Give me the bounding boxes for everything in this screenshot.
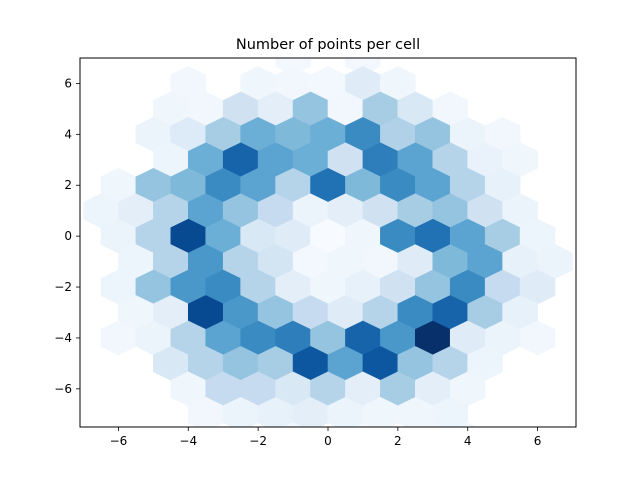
x-tick-label: 6: [534, 434, 542, 448]
chart-title: Number of points per cell: [236, 37, 420, 53]
hex-cell: [423, 422, 443, 427]
y-tick-label: −6: [54, 382, 72, 396]
y-axis: −6 −4 −2 0 2 4 6: [54, 76, 80, 396]
x-tick-label: 2: [394, 434, 402, 448]
hex-cell: [432, 396, 469, 427]
hex-cells: [83, 58, 573, 427]
y-tick-label: −4: [54, 331, 72, 345]
x-tick-label: 0: [324, 434, 332, 448]
x-axis: −6 −4 −2 0 2 4 6: [110, 427, 542, 448]
x-tick-label: −6: [110, 434, 128, 448]
hex-cell: [353, 422, 373, 427]
y-tick-label: 6: [64, 76, 72, 90]
hex-cell: [519, 320, 556, 356]
y-tick-label: 4: [64, 127, 72, 141]
y-tick-label: −2: [54, 280, 72, 294]
y-tick-label: 2: [64, 178, 72, 192]
hex-cell: [458, 422, 478, 427]
hex-cell: [283, 422, 303, 427]
x-tick-label: −4: [179, 434, 197, 448]
x-tick-label: 4: [464, 434, 472, 448]
x-tick-label: −2: [249, 434, 267, 448]
y-tick-label: 0: [64, 229, 72, 243]
